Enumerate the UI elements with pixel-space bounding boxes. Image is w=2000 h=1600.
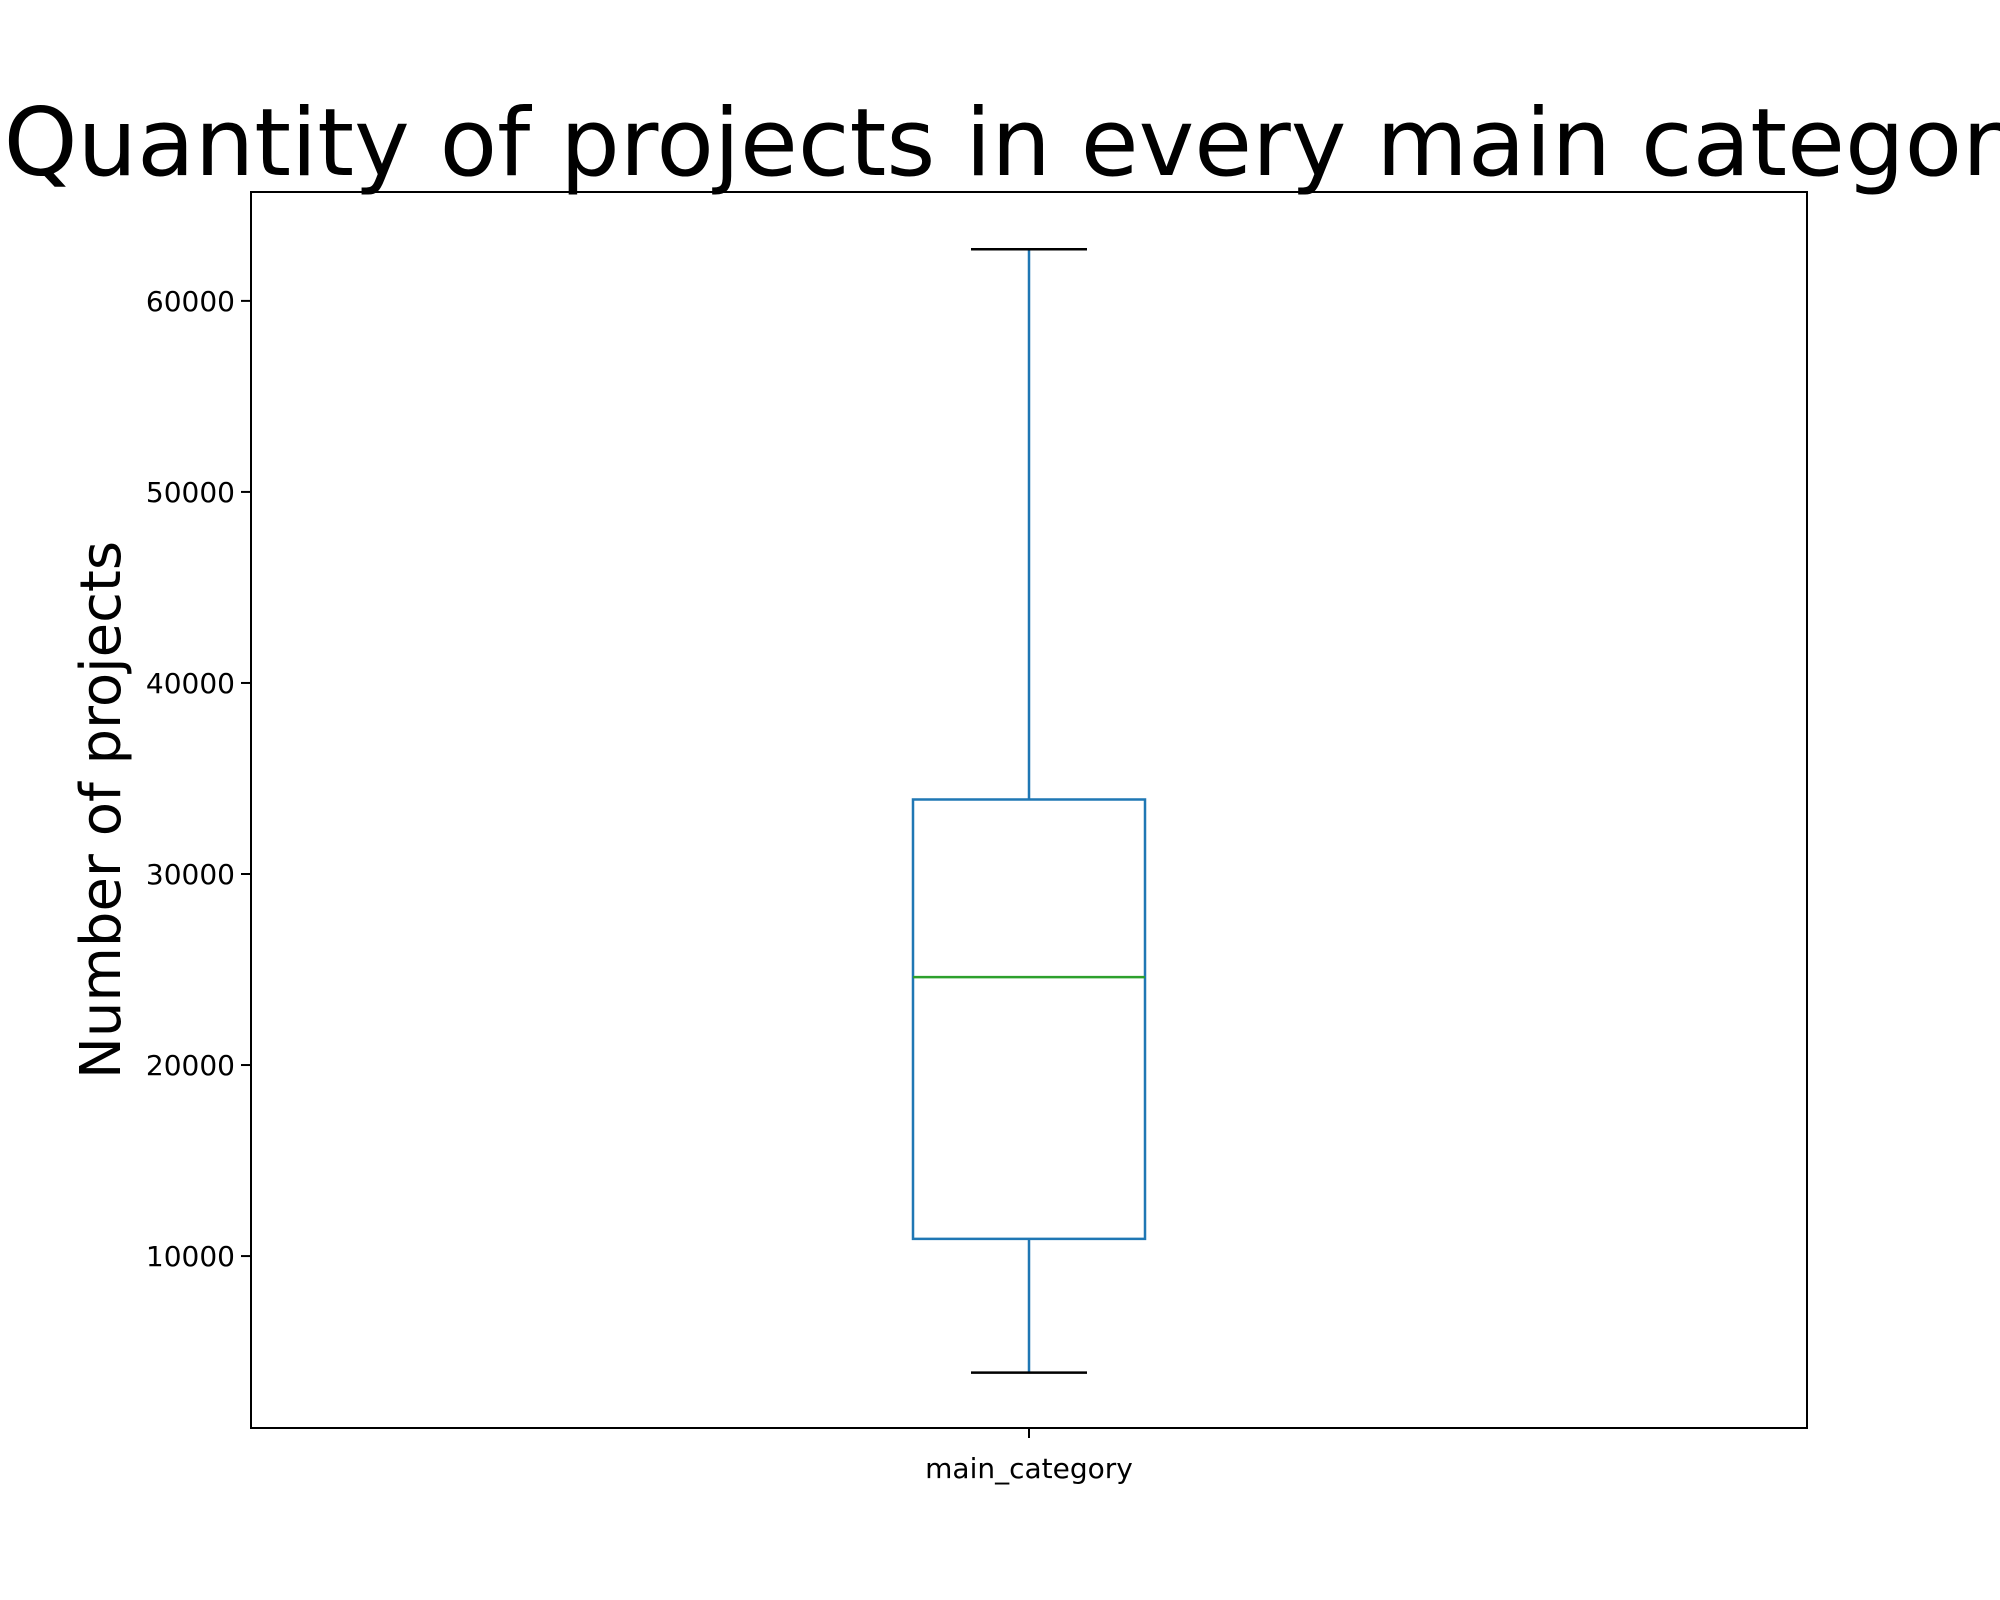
y-tick-label: 40000 <box>146 667 235 700</box>
x-axis-ticks: main_category <box>925 1428 1133 1485</box>
y-tick-label: 30000 <box>146 858 235 891</box>
y-axis-ticks: 10000 20000 30000 40000 50000 60000 <box>146 285 251 1273</box>
y-tick-label: 20000 <box>146 1049 235 1082</box>
y-tick-label: 60000 <box>146 285 235 318</box>
y-tick-label: 50000 <box>146 476 235 509</box>
iqr-box <box>911 798 1147 1241</box>
box-series <box>911 248 1147 1374</box>
y-axis-label: Number of projects <box>69 541 134 1079</box>
x-tick-label: main_category <box>925 1452 1133 1485</box>
y-tick-label: 10000 <box>146 1240 235 1273</box>
chart-title: Quantity of projects in every main categ… <box>4 89 2000 198</box>
